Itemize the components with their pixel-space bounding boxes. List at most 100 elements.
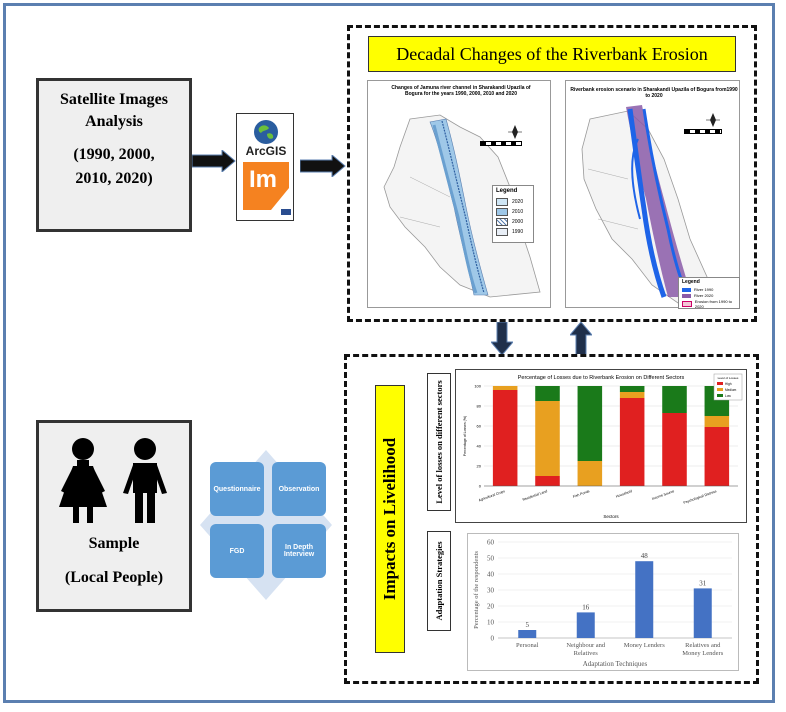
bar-value-label: 16 <box>582 603 590 611</box>
map-1-title: Changes of Jamuna river channel in Shara… <box>391 85 531 97</box>
legend-swatch <box>496 208 508 216</box>
x-tick-label: Relatives and <box>685 642 721 649</box>
sample-box: Sample (Local People) <box>36 420 192 612</box>
y-tick-label: 60 <box>477 424 482 429</box>
map-2-legend-item: Erosion from 1990 to 2020 <box>694 299 732 309</box>
map-1-scale-bar <box>480 141 522 146</box>
impacts-box: Impacts on Livelihood Level of losses on… <box>344 354 759 684</box>
legend-title: Level of Losses <box>718 376 739 380</box>
legend-swatch <box>717 388 723 391</box>
bar-segment-high <box>704 427 730 486</box>
im-label: Im <box>249 166 278 193</box>
x-axis-label: Adaptation Techniques <box>583 660 648 668</box>
map-2-north-arrow-icon <box>706 113 720 127</box>
y-tick-label: 80 <box>477 404 482 409</box>
arcgis-globe-icon <box>254 120 278 144</box>
satellite-title: Satellite Images Analysis <box>60 91 168 130</box>
x-tick-label: Fish Ponds <box>572 489 590 499</box>
bar-segment-low <box>535 386 560 401</box>
impacts-title: Impacts on Livelihood <box>380 437 399 601</box>
arrow-up <box>570 322 592 356</box>
y-tick-label: 40 <box>477 444 482 449</box>
adaptation-chart: 0 10 20 30 40 50 60 Percentage of the responden… <box>467 533 739 671</box>
map-2-legend-title: Legend <box>682 279 700 285</box>
legend-swatch <box>496 198 508 206</box>
y-tick-label: 20 <box>487 603 495 611</box>
legend-label: Medium <box>725 388 737 392</box>
arrow-down <box>491 322 513 356</box>
y-axis-label: Percentage of the respondents <box>473 551 480 629</box>
x-tick-label: Money Lenders <box>624 642 665 649</box>
map-1-legend-item: 2010 <box>512 209 524 215</box>
questionnaire-tile: Questionnaire <box>210 462 264 516</box>
map-2-title: Riverbank erosion scenario in Sharakandi… <box>570 87 738 99</box>
fgd-tile: FGD <box>210 524 264 578</box>
erosion-box: Decadal Changes of the Riverbank Erosion… <box>347 25 757 322</box>
adaptation-bar <box>576 612 595 638</box>
x-axis-label: Sectors <box>603 514 619 519</box>
map-2-legend: Legend River 1990 River 2020 Erosion fro… <box>678 277 740 309</box>
map-2: Riverbank erosion scenario in Sharakandi… <box>565 80 740 309</box>
bar-segment-high <box>619 398 645 486</box>
legend-swatch <box>717 382 723 385</box>
map-1-legend-title: Legend <box>496 188 518 194</box>
y-axis-label: Percentage of Losses (%) <box>463 416 467 456</box>
map-1: Changes of Jamuna river channel in Shara… <box>367 80 551 308</box>
bar-segment-medium <box>535 401 560 476</box>
x-tick-label: Income Source <box>651 489 675 501</box>
bar-value-label: 48 <box>641 552 649 560</box>
y-tick-label: 10 <box>487 619 495 627</box>
bar-segment-low <box>619 386 645 392</box>
sample-title: Sample <box>88 535 140 552</box>
adaptation-bar <box>518 630 537 638</box>
losses-chart-title: Percentage of Losses due to Riverbank Er… <box>518 375 685 381</box>
arrow-right-2 <box>300 155 346 177</box>
y-tick-label: 60 <box>487 539 495 547</box>
losses-label: Level of losses on different sectors <box>434 380 444 504</box>
y-tick-label: 20 <box>477 464 482 469</box>
legend-swatch <box>682 293 691 298</box>
adaptation-bar <box>635 561 654 638</box>
map-1-legend-item: 1990 <box>512 229 524 235</box>
y-tick-label: 30 <box>487 587 495 595</box>
legend-swatch <box>682 301 692 307</box>
map-2-legend-item: River 1990 <box>694 287 714 292</box>
bar-segment-medium <box>704 416 730 427</box>
sample-subtitle: (Local People) <box>64 569 164 586</box>
bar-segment-low <box>577 386 603 461</box>
arrow-right-1 <box>192 150 236 172</box>
legend-swatch <box>682 287 691 292</box>
legend-swatch <box>496 228 508 236</box>
interview-tile: In Depth Interview <box>272 524 326 578</box>
x-tick-label: Neighbour and <box>566 642 606 649</box>
y-tick-label: 0 <box>479 484 482 489</box>
y-tick-label: 50 <box>487 555 495 563</box>
x-tick-label: Psychological Distress <box>683 489 718 505</box>
bar-value-label: 31 <box>699 579 707 587</box>
legend-swatch <box>717 394 723 397</box>
map-1-north-arrow-icon <box>508 125 522 139</box>
y-tick-label: 100 <box>474 384 481 389</box>
im-badge-icon <box>281 209 291 215</box>
x-tick-label: Agricultural Crops <box>478 489 506 502</box>
bar-segment-medium <box>619 392 645 398</box>
observation-tile: Observation <box>272 462 326 516</box>
map-1-shape <box>383 114 541 298</box>
legend-swatch <box>496 218 508 226</box>
bar-segment-high <box>662 413 687 486</box>
adaptation-label: Adaptation Strategies <box>434 541 444 621</box>
adaptation-label-box: Adaptation Strategies <box>427 531 451 631</box>
x-tick-label: Household <box>615 489 632 499</box>
y-tick-label: 40 <box>487 571 495 579</box>
bar-value-label: 5 <box>526 621 530 629</box>
legend-label: Low <box>725 394 732 398</box>
y-tick-label: 0 <box>491 635 495 643</box>
bar-segment-medium <box>492 386 518 390</box>
adaptation-bar <box>693 588 712 638</box>
map-2-legend-item: River 2020 <box>694 293 714 298</box>
legend-label: High <box>725 382 732 386</box>
map-1-legend-item: 2000 <box>512 219 524 225</box>
software-box: ArcGIS Im <box>236 113 294 221</box>
losses-label-box: Level of losses on different sectors <box>427 373 451 511</box>
arcgis-label: ArcGIS <box>245 144 287 158</box>
